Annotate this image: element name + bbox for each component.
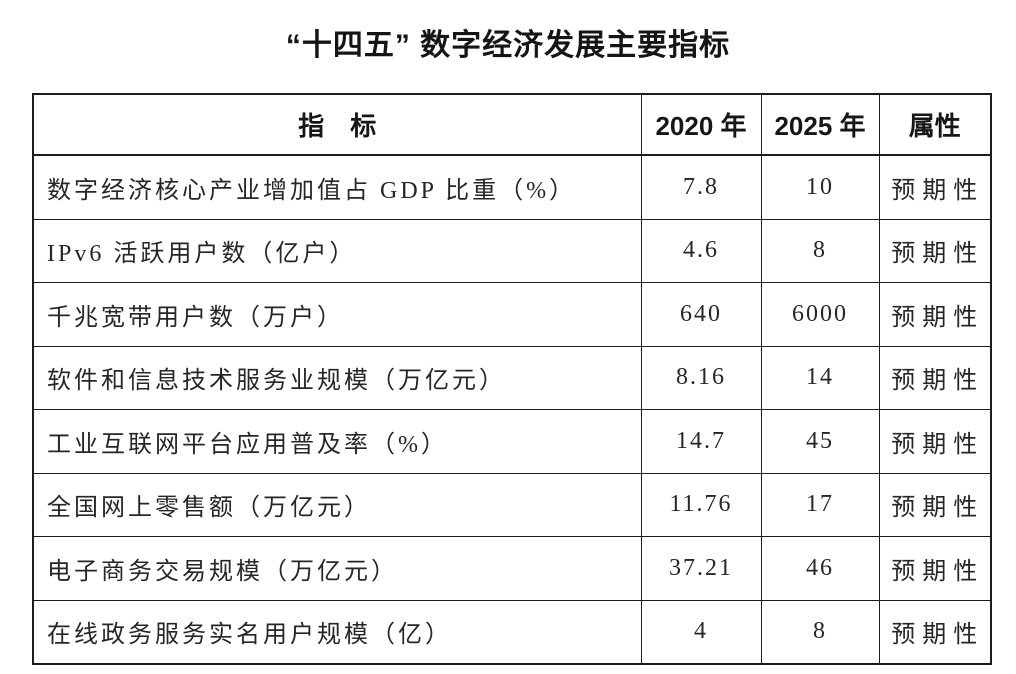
value-2020-cell: 640 [640, 282, 762, 347]
indicator-cell: 软件和信息技术服务业规模（万亿元） [32, 345, 642, 410]
value-2025-cell: 10 [760, 154, 880, 220]
value-2025-cell: 6000 [760, 282, 880, 347]
attribute-cell: 预期性 [878, 536, 992, 601]
value-2020-cell: 4.6 [640, 218, 762, 283]
value-2025-cell: 8 [760, 599, 880, 665]
table-row: 工业互联网平台应用普及率（%） 14.7 45 预期性 [32, 409, 992, 474]
indicator-cell: 电子商务交易规模（万亿元） [32, 536, 642, 601]
indicator-cell: 在线政务服务实名用户规模（亿） [32, 599, 642, 665]
column-header-2020: 2020 年 [640, 93, 762, 156]
attribute-cell: 预期性 [878, 218, 992, 283]
value-2020-cell: 8.16 [640, 345, 762, 410]
attribute-cell: 预期性 [878, 472, 992, 537]
indicator-cell: 数字经济核心产业增加值占 GDP 比重（%） [32, 154, 642, 220]
indicator-cell: 工业互联网平台应用普及率（%） [32, 409, 642, 474]
table-row: 全国网上零售额（万亿元） 11.76 17 预期性 [32, 472, 992, 537]
column-header-attribute: 属性 [878, 93, 992, 156]
table-row: 电子商务交易规模（万亿元） 37.21 46 预期性 [32, 536, 992, 601]
page-title: “十四五” 数字经济发展主要指标 [285, 29, 731, 62]
attribute-cell: 预期性 [878, 154, 992, 220]
value-2025-cell: 46 [760, 536, 880, 601]
value-2025-cell: 14 [760, 345, 880, 410]
value-2025-cell: 17 [760, 472, 880, 537]
value-2020-cell: 7.8 [640, 154, 762, 220]
attribute-cell: 预期性 [878, 345, 992, 410]
attribute-cell: 预期性 [878, 282, 992, 347]
table-row: 在线政务服务实名用户规模（亿） 4 8 预期性 [32, 599, 992, 665]
indicator-cell: 千兆宽带用户数（万户） [32, 282, 642, 347]
table-row: 千兆宽带用户数（万户） 640 6000 预期性 [32, 282, 992, 347]
column-header-2025: 2025 年 [760, 93, 880, 156]
column-header-indicator: 指 标 [32, 93, 642, 156]
table-row: 数字经济核心产业增加值占 GDP 比重（%） 7.8 10 预期性 [32, 154, 992, 220]
indicators-table: 指 标 2020 年 2025 年 属性 数字经济核心产业增加值占 GDP 比重… [32, 93, 992, 665]
indicator-cell: 全国网上零售额（万亿元） [32, 472, 642, 537]
value-2020-cell: 14.7 [640, 409, 762, 474]
attribute-cell: 预期性 [878, 599, 992, 665]
value-2025-cell: 8 [760, 218, 880, 283]
value-2020-cell: 11.76 [640, 472, 762, 537]
indicator-cell: IPv6 活跃用户数（亿户） [32, 218, 642, 283]
value-2020-cell: 37.21 [640, 536, 762, 601]
table-row: IPv6 活跃用户数（亿户） 4.6 8 预期性 [32, 218, 992, 283]
table-header-row: 指 标 2020 年 2025 年 属性 [32, 93, 992, 156]
attribute-cell: 预期性 [878, 409, 992, 474]
table-row: 软件和信息技术服务业规模（万亿元） 8.16 14 预期性 [32, 345, 992, 410]
value-2025-cell: 45 [760, 409, 880, 474]
value-2020-cell: 4 [640, 599, 762, 665]
